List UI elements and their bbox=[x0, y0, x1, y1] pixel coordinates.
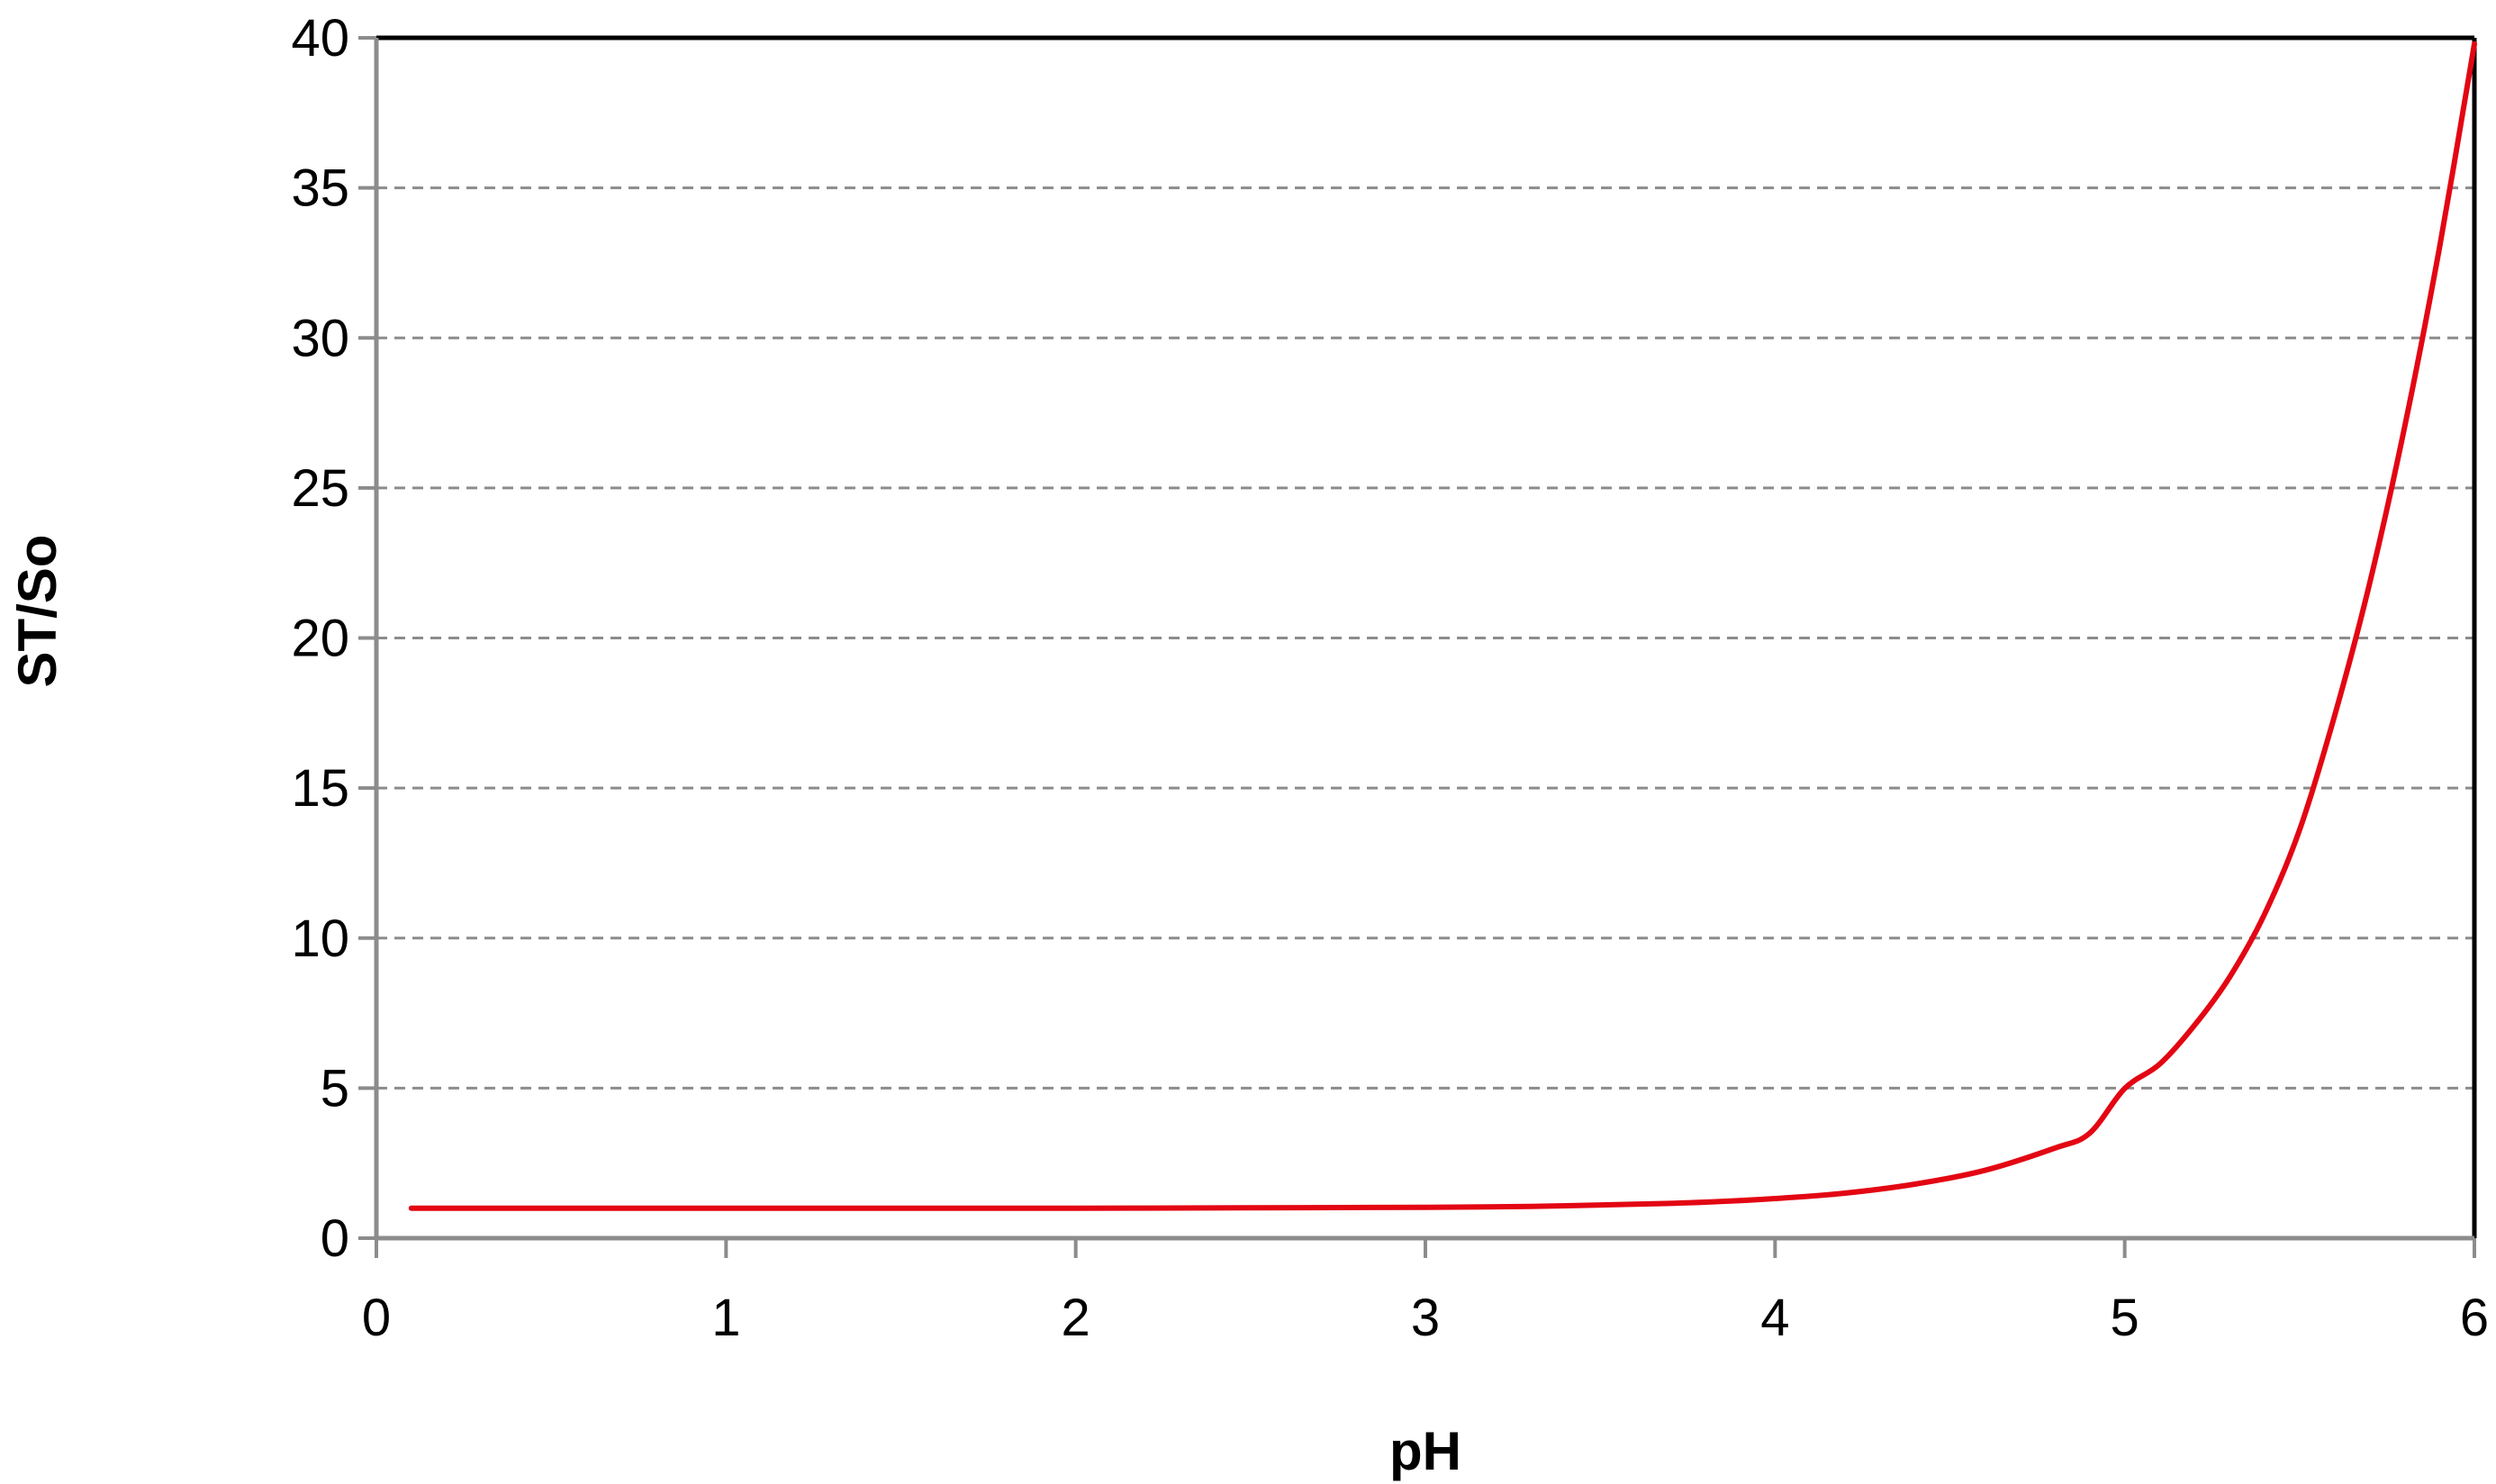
x-tick-label: 1 bbox=[711, 1289, 740, 1347]
y-tick-label: 20 bbox=[291, 610, 349, 668]
tick-labels: 0 5 10 15 20 25 30 35 40 0 1 2 3 4 5 6 bbox=[291, 9, 2489, 1347]
x-tick-label: 2 bbox=[1062, 1289, 1090, 1347]
y-tick-label: 5 bbox=[321, 1059, 349, 1118]
y-tick-label: 15 bbox=[291, 759, 349, 818]
y-tick-label: 30 bbox=[291, 309, 349, 367]
x-tick-label: 3 bbox=[1411, 1289, 1440, 1347]
y-tick-label: 40 bbox=[291, 9, 349, 68]
y-tick-label: 35 bbox=[291, 159, 349, 218]
gridlines bbox=[376, 186, 2474, 1090]
y-tick-label: 25 bbox=[291, 459, 349, 518]
series-line bbox=[408, 41, 2477, 1211]
y-tick-label: 10 bbox=[291, 909, 349, 968]
x-axis-title: pH bbox=[1389, 1421, 1461, 1481]
y-tick-label: 0 bbox=[321, 1209, 349, 1268]
x-tick-label: 4 bbox=[1760, 1289, 1789, 1347]
x-tick-label: 0 bbox=[362, 1289, 391, 1347]
series-layer bbox=[408, 41, 2477, 1211]
x-tick-label: 6 bbox=[2460, 1289, 2489, 1347]
x-tick-label: 5 bbox=[2111, 1289, 2139, 1347]
plot-frame bbox=[358, 35, 2477, 1258]
y-axis-title: ST/So bbox=[7, 534, 68, 687]
